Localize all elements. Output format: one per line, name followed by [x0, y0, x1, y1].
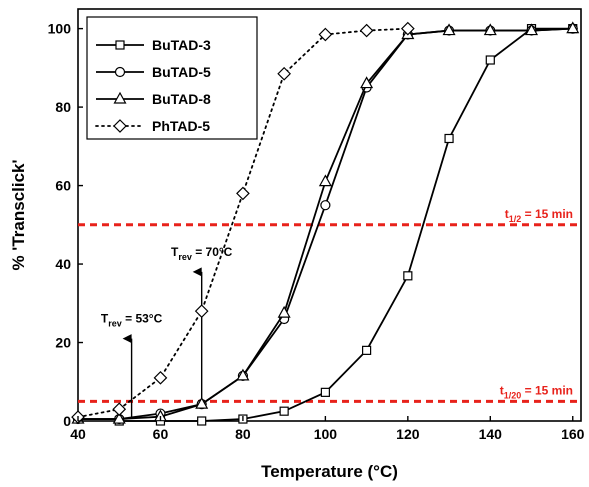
legend-box: [86, 16, 258, 140]
legend-label: BuTAD-8: [152, 91, 211, 107]
legend-label: BuTAD-5: [152, 64, 211, 80]
annotation-label: Trev = 70°C: [171, 245, 233, 262]
data-point: [197, 416, 207, 426]
data-point: [566, 21, 580, 34]
y-tick-label: 0: [63, 413, 71, 429]
legend-marker: [113, 91, 127, 104]
data-point: [362, 345, 372, 355]
legend: BuTAD-3 BuTAD-5 BuTAD-8 PhTAD-5: [86, 16, 258, 140]
data-point: [400, 21, 415, 36]
reference-line-label: t1/2 = 15 min: [505, 207, 573, 224]
data-point: [112, 402, 127, 417]
data-point: [485, 55, 495, 65]
annotation-label-main: T: [171, 245, 179, 259]
y-axis-title: % 'Transclick': [9, 159, 28, 270]
annotation-label-rest: = 70°C: [192, 245, 233, 259]
y-tick-label: 80: [55, 99, 71, 115]
x-tick-label: 40: [70, 426, 86, 442]
data-point: [320, 387, 330, 397]
x-axis-title: Temperature (°C): [261, 462, 398, 481]
plot-frame: [77, 8, 582, 422]
data-point: [320, 200, 331, 211]
data-point: [444, 133, 454, 144]
data-point: [359, 23, 374, 38]
data-point: [442, 23, 456, 36]
reference-line-label-sub: 1/20: [504, 390, 522, 400]
data-point: [195, 396, 209, 409]
reference-line-label: t1/20 = 15 min: [500, 383, 573, 400]
x-tick-label: 120: [396, 426, 420, 442]
legend-marker: [115, 40, 125, 50]
y-tick-label: 20: [55, 335, 71, 351]
annotation-label-sub: rev: [178, 252, 192, 262]
series-PhTAD-5: [71, 21, 415, 424]
x-tick-label: 100: [314, 426, 338, 442]
data-point: [360, 76, 374, 89]
x-tick-label: 60: [153, 426, 169, 442]
data-point: [277, 305, 291, 318]
data-point: [112, 411, 126, 424]
x-tick-label: 160: [561, 426, 585, 442]
annotation-label: Trev = 53°C: [101, 312, 163, 329]
legend-label: PhTAD-5: [152, 118, 210, 134]
y-tick-label: 60: [55, 178, 71, 194]
series-line: [119, 27, 573, 422]
legend-marker: [113, 119, 127, 133]
y-tick-label: 40: [55, 256, 71, 272]
data-point: [525, 23, 539, 36]
annotation-label-sub: rev: [108, 319, 122, 329]
reference-line-label-sub: 1/2: [509, 214, 522, 224]
data-point: [318, 27, 333, 42]
data-point: [483, 23, 497, 36]
annotation-label-rest: = 53°C: [122, 312, 163, 326]
data-point: [236, 186, 250, 201]
legend-marker: [114, 66, 126, 78]
x-tick-label: 140: [479, 426, 503, 442]
annotation-label-main: T: [101, 312, 109, 326]
data-point: [279, 406, 289, 416]
x-tick-label: 80: [235, 426, 251, 442]
reference-line-label-rest: = 15 min: [521, 383, 573, 397]
reference-line-label-main: t: [505, 207, 509, 221]
y-tick-label: 100: [48, 21, 72, 37]
axis-ticks: 40 60 80 100 120 140 160 0 20 40 60 80 100: [48, 21, 585, 442]
data-point: [277, 66, 291, 81]
data-point: [194, 304, 209, 318]
data-point: [318, 174, 332, 187]
reference-line-label-main: t: [500, 383, 504, 397]
data-point: [236, 368, 250, 381]
data-point: [403, 271, 413, 281]
reference-line-label-rest: = 15 min: [521, 207, 573, 221]
legend-label: BuTAD-3: [152, 37, 211, 53]
data-point: [153, 370, 168, 385]
series-layer: [71, 21, 580, 426]
series-line: [77, 27, 409, 418]
